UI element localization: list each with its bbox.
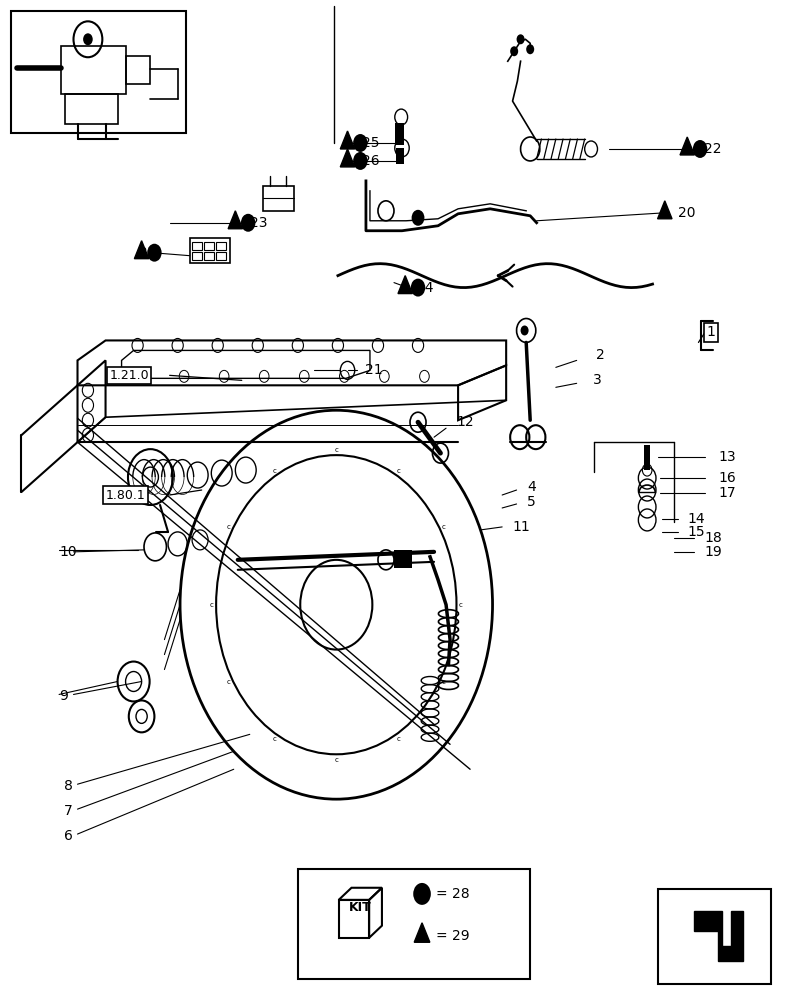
Text: 26: 26 — [361, 154, 379, 168]
Bar — [61, 46, 125, 94]
Text: 16: 16 — [718, 471, 736, 485]
Text: c: c — [442, 524, 446, 530]
Text: 7: 7 — [63, 804, 72, 818]
Text: 22: 22 — [703, 142, 720, 156]
Text: 12: 12 — [456, 415, 474, 429]
Bar — [65, 94, 117, 124]
Text: c: c — [226, 679, 230, 685]
Bar — [204, 242, 214, 250]
Text: = 29: = 29 — [436, 929, 470, 943]
Text: 3: 3 — [592, 373, 601, 387]
Text: 20: 20 — [678, 206, 695, 220]
Text: 23: 23 — [250, 216, 267, 230]
Text: KIT: KIT — [349, 901, 371, 914]
Polygon shape — [657, 201, 671, 219]
Text: c: c — [210, 602, 214, 608]
Text: 1.80.1: 1.80.1 — [105, 489, 145, 502]
Text: 13: 13 — [718, 450, 736, 464]
Text: 4: 4 — [526, 480, 535, 494]
Circle shape — [241, 214, 255, 232]
Text: c: c — [272, 736, 275, 742]
Circle shape — [83, 33, 92, 45]
Text: 24: 24 — [416, 281, 434, 295]
Circle shape — [353, 134, 367, 152]
Text: 11: 11 — [512, 520, 530, 534]
Circle shape — [510, 46, 517, 56]
Polygon shape — [340, 131, 354, 149]
Polygon shape — [694, 911, 742, 961]
Text: c: c — [396, 736, 400, 742]
Polygon shape — [397, 276, 412, 294]
Text: 6: 6 — [63, 829, 72, 843]
Bar — [11, 11, 185, 133]
Text: 10: 10 — [59, 545, 76, 559]
Text: c: c — [272, 468, 275, 474]
Bar — [394, 123, 404, 145]
Circle shape — [147, 244, 161, 262]
Text: 19: 19 — [703, 545, 721, 559]
Bar — [216, 252, 226, 260]
Text: 15: 15 — [687, 525, 704, 539]
Circle shape — [353, 152, 367, 170]
Text: c: c — [334, 447, 338, 453]
Circle shape — [411, 210, 424, 226]
Text: 5: 5 — [526, 495, 535, 509]
Polygon shape — [414, 923, 430, 942]
Bar — [658, 889, 769, 984]
Text: 17: 17 — [718, 486, 736, 500]
Text: 14: 14 — [687, 512, 704, 526]
Text: 9: 9 — [59, 689, 68, 703]
Text: c: c — [442, 679, 446, 685]
Polygon shape — [340, 149, 354, 167]
Text: 1.21.0: 1.21.0 — [109, 369, 149, 382]
Text: 1: 1 — [706, 325, 715, 339]
Text: 21: 21 — [365, 363, 382, 377]
Polygon shape — [134, 241, 149, 259]
Bar — [396, 148, 404, 164]
Bar — [192, 242, 202, 250]
Circle shape — [525, 44, 533, 54]
Text: c: c — [226, 524, 230, 530]
Bar — [216, 242, 226, 250]
Circle shape — [410, 279, 425, 297]
Bar — [263, 186, 293, 211]
Text: 8: 8 — [63, 779, 72, 793]
Bar — [643, 445, 650, 470]
Polygon shape — [679, 137, 694, 155]
Bar — [297, 869, 529, 979]
Bar — [125, 56, 149, 84]
Bar — [192, 252, 202, 260]
Text: c: c — [334, 757, 338, 763]
Circle shape — [516, 34, 524, 44]
Text: 25: 25 — [361, 136, 379, 150]
Text: 27: 27 — [139, 246, 157, 260]
Bar — [190, 238, 230, 263]
Circle shape — [413, 883, 430, 905]
Text: 2: 2 — [595, 348, 604, 362]
Text: 18: 18 — [703, 531, 721, 545]
Polygon shape — [228, 211, 243, 229]
Text: = 28: = 28 — [436, 887, 470, 901]
Text: c: c — [396, 468, 400, 474]
Text: c: c — [459, 602, 462, 608]
Circle shape — [520, 325, 528, 335]
Bar — [204, 252, 214, 260]
Bar — [393, 550, 411, 568]
Circle shape — [692, 140, 707, 158]
